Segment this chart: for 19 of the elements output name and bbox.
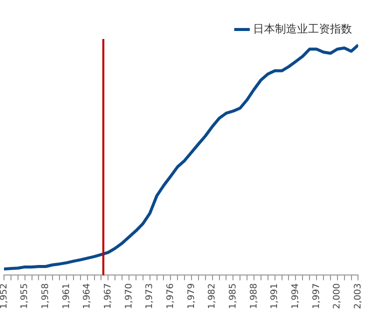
x-tick-label: 1,958 — [41, 282, 52, 309]
x-tick-label: 1,961 — [62, 283, 72, 309]
x-tick-label: 1,979 — [186, 282, 197, 309]
x-tick-label: 1,973 — [145, 283, 156, 309]
x-tick-label: 2,000 — [332, 282, 343, 309]
x-tick-label: 2,003 — [354, 283, 364, 309]
x-tick-label: 1,952 — [0, 283, 10, 309]
x-tick-label: 1,955 — [20, 283, 30, 309]
x-tick-label: 1,976 — [166, 282, 176, 309]
x-tick-label: 1,967 — [104, 283, 114, 309]
x-tick-label: 1,970 — [124, 282, 134, 309]
x-tick-label: 1,994 — [291, 282, 302, 309]
x-tick-label: 1,991 — [270, 283, 280, 309]
x-tick-label: 1,988 — [249, 282, 260, 309]
legend-label: 日本制造业工资指数 — [253, 22, 352, 36]
x-tick-label: 1,982 — [208, 283, 218, 309]
x-tick-label: 1,964 — [82, 282, 93, 309]
x-tick-label: 1,997 — [312, 283, 322, 309]
x-tick-label: 1,985 — [228, 283, 239, 309]
